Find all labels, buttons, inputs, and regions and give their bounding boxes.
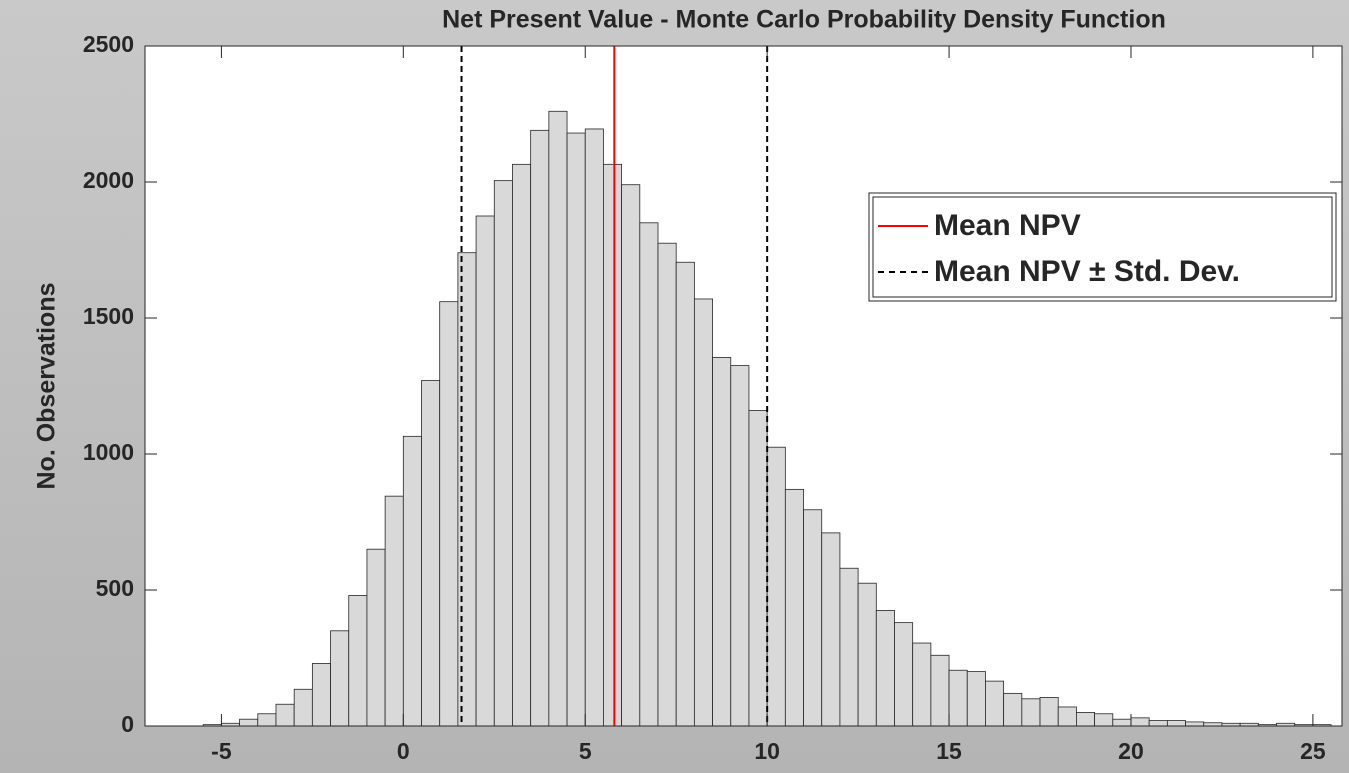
bar xyxy=(512,163,532,727)
legend-box xyxy=(868,192,1337,302)
x-tick-label: 0 xyxy=(397,738,410,764)
bar xyxy=(693,298,713,727)
bar xyxy=(657,242,677,727)
bar xyxy=(894,622,914,727)
legend-label: Mean NPV xyxy=(934,209,1081,242)
bar xyxy=(421,380,441,727)
bar xyxy=(566,132,586,727)
bar xyxy=(311,663,331,727)
bar xyxy=(439,301,459,727)
bar xyxy=(330,630,350,727)
x-tick-label: 20 xyxy=(1118,738,1144,764)
bar xyxy=(748,410,768,727)
bar xyxy=(1185,721,1205,727)
legend-label: Mean NPV ± Std. Dev. xyxy=(934,255,1240,288)
bar xyxy=(1148,720,1168,727)
bar xyxy=(275,703,295,727)
bar xyxy=(839,567,859,727)
axes-box xyxy=(144,45,1343,727)
bar xyxy=(730,365,750,727)
bar xyxy=(1112,718,1132,727)
bar xyxy=(784,488,804,727)
x-tick-label: 25 xyxy=(1300,738,1326,764)
bar xyxy=(493,180,513,727)
bar xyxy=(930,654,950,727)
bar xyxy=(857,582,877,727)
bar xyxy=(712,357,732,727)
bar xyxy=(348,595,368,727)
bar xyxy=(875,610,895,727)
legend: Mean NPV Mean NPV ± Std. Dev. xyxy=(868,192,1337,302)
y-tick-label: 500 xyxy=(96,575,134,601)
bar xyxy=(639,222,659,727)
bar xyxy=(603,163,623,727)
x-tick-label: 10 xyxy=(754,738,780,764)
bar xyxy=(1076,712,1095,727)
legend-inner xyxy=(872,196,1333,298)
bar xyxy=(675,261,695,727)
x-tick-label: -5 xyxy=(211,738,232,764)
bar xyxy=(621,184,641,727)
bar xyxy=(766,446,786,727)
bar xyxy=(1166,720,1186,727)
bar xyxy=(530,129,550,727)
bar xyxy=(1021,698,1041,727)
chart-title: Net Present Value - Monte Carlo Probabil… xyxy=(442,6,1166,34)
bar xyxy=(1003,692,1023,727)
bar xyxy=(402,435,422,727)
bar xyxy=(966,671,986,727)
bar xyxy=(985,680,1005,727)
bar xyxy=(803,509,823,727)
bar xyxy=(912,642,932,727)
bar xyxy=(293,688,313,727)
bar xyxy=(239,718,259,727)
bar xyxy=(384,495,404,727)
bar xyxy=(257,713,277,727)
bar xyxy=(366,548,386,727)
bar xyxy=(1057,706,1077,727)
x-tick-label: 5 xyxy=(579,738,592,764)
y-axis-label: No. Observations xyxy=(33,283,61,490)
bar xyxy=(584,128,604,727)
y-tick-label: 2500 xyxy=(83,31,134,57)
bar xyxy=(1094,713,1114,727)
bar xyxy=(1039,697,1059,727)
y-tick-label: 2000 xyxy=(83,167,134,193)
y-tick-label: 1500 xyxy=(83,303,134,329)
bar xyxy=(821,532,841,727)
x-tick-label: 15 xyxy=(936,738,962,764)
y-tick-label: 1000 xyxy=(83,439,134,465)
bar xyxy=(948,669,968,727)
bar xyxy=(475,215,495,727)
y-tick-label: 0 xyxy=(121,711,134,737)
bar xyxy=(548,110,568,727)
bar xyxy=(1130,717,1150,727)
